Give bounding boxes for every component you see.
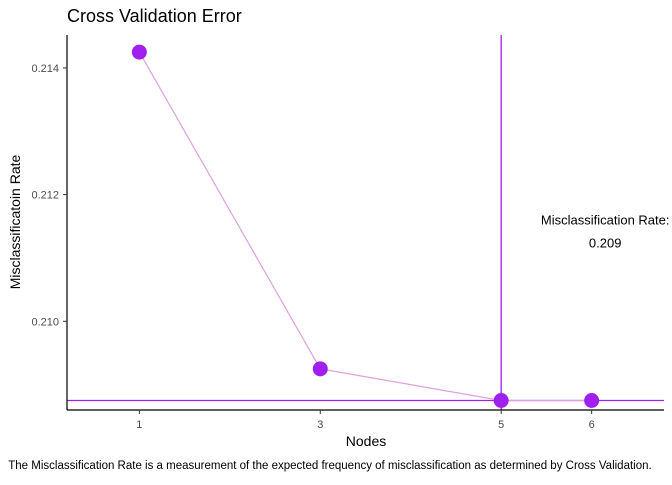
y-tick-label: 0.212 [31, 190, 59, 202]
annotation-value: 0.209 [589, 236, 622, 251]
y-tick-label: 0.214 [31, 63, 59, 75]
x-tick-label: 1 [136, 419, 142, 431]
data-point [131, 44, 147, 60]
data-point [312, 361, 328, 377]
x-tick-label: 3 [317, 419, 323, 431]
y-ticks: 0.210 0.212 0.214 [31, 63, 67, 328]
y-axis-label: Misclassificatoin Rate [7, 154, 23, 289]
data-point [584, 392, 600, 408]
axes [66, 35, 664, 411]
x-axis-label: Nodes [346, 433, 386, 449]
x-tick-label: 5 [498, 419, 504, 431]
data-points [131, 44, 600, 408]
y-tick-label: 0.210 [31, 316, 59, 328]
x-tick-label: 6 [589, 419, 595, 431]
annotation-label: Misclassification Rate: [541, 213, 670, 228]
series-line-group [138, 51, 592, 402]
series-line [138, 51, 592, 402]
x-ticks: 1 3 5 6 [136, 410, 595, 431]
chart-title: Cross Validation Error [67, 6, 242, 26]
data-point [493, 392, 509, 408]
chart-caption: The Misclassification Rate is a measurem… [8, 460, 651, 472]
annotation: Misclassification Rate: 0.209 [541, 213, 670, 251]
